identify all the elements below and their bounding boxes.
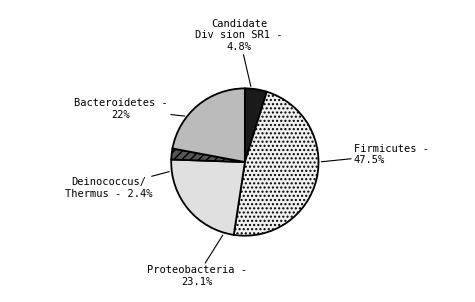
- Wedge shape: [234, 92, 319, 236]
- Text: Bacteroidetes -
22%: Bacteroidetes - 22%: [74, 98, 185, 120]
- Text: Candidate
Div sion SR1 -
4.8%: Candidate Div sion SR1 - 4.8%: [195, 19, 283, 86]
- Wedge shape: [171, 149, 245, 162]
- Wedge shape: [245, 88, 267, 162]
- Text: Deinococcus/
Thermus - 2.4%: Deinococcus/ Thermus - 2.4%: [65, 172, 169, 199]
- Wedge shape: [172, 88, 245, 162]
- Wedge shape: [171, 159, 245, 235]
- Text: Proteobacteria -
23.1%: Proteobacteria - 23.1%: [147, 235, 247, 287]
- Text: Firmicutes -
47.5%: Firmicutes - 47.5%: [321, 144, 429, 165]
